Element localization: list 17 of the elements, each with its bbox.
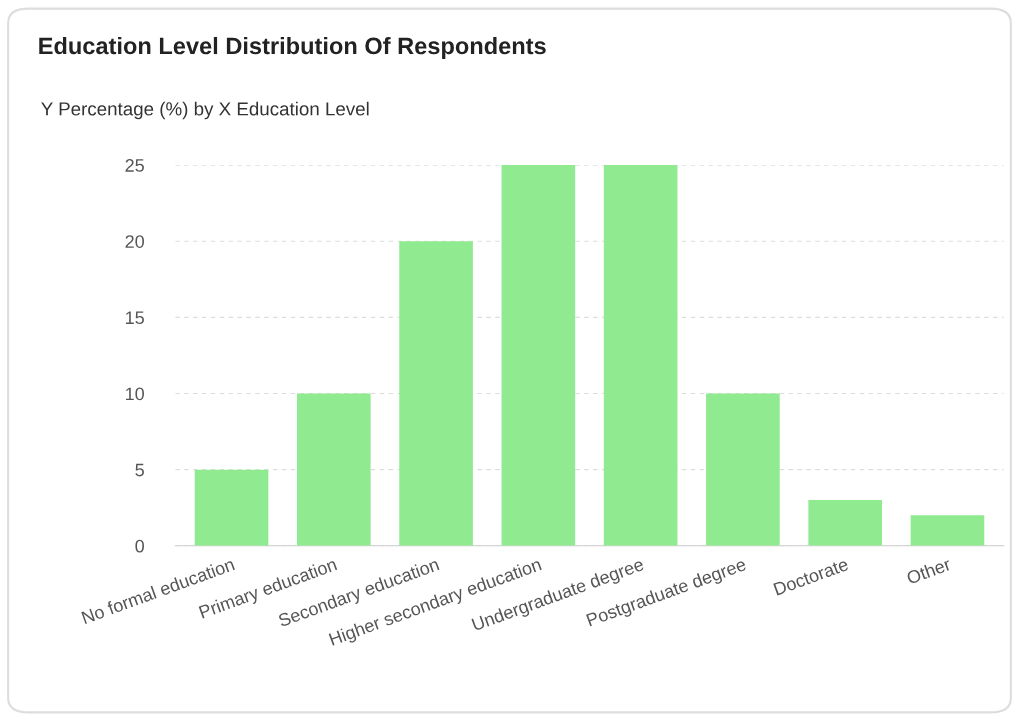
bar bbox=[808, 500, 882, 546]
bar bbox=[501, 165, 576, 546]
chart-title: Education Level Distribution Of Respondents bbox=[39, 36, 546, 59]
y-tick-label: 0 bbox=[135, 539, 145, 553]
bar bbox=[194, 469, 269, 546]
y-tick-label: 25 bbox=[125, 159, 144, 172]
x-tick-label: Other bbox=[905, 557, 952, 585]
chart-subtitle: Y Percentage (%) by X Education Level bbox=[41, 101, 369, 120]
bar bbox=[399, 241, 473, 546]
bar bbox=[706, 393, 780, 546]
bar bbox=[603, 165, 678, 546]
bar bbox=[910, 515, 985, 546]
y-tick-label: 10 bbox=[126, 387, 145, 401]
y-tick-label: 5 bbox=[135, 463, 144, 477]
y-tick-label: 15 bbox=[126, 311, 144, 325]
bar bbox=[296, 393, 371, 546]
y-tick-label: 20 bbox=[125, 235, 145, 248]
